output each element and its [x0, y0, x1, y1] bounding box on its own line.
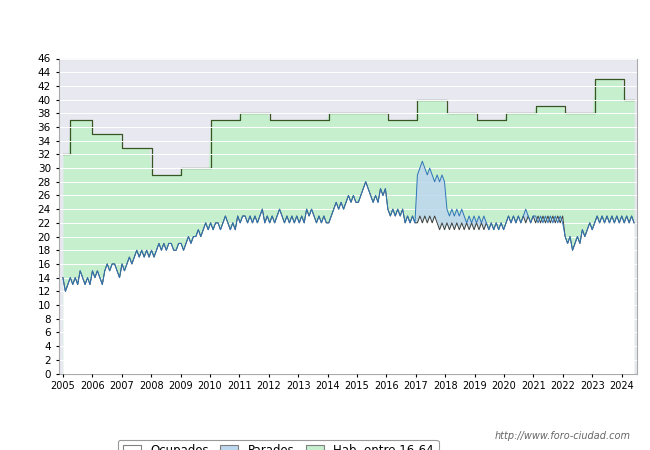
Text: http://www.foro-ciudad.com: http://www.foro-ciudad.com [495, 431, 630, 441]
Text: Muro de Aguas - Evolucion de la poblacion en edad de Trabajar Mayo de 2024: Muro de Aguas - Evolucion de la poblacio… [29, 18, 621, 31]
Legend: Ocupados, Parados, Hab. entre 16-64: Ocupados, Parados, Hab. entre 16-64 [118, 440, 439, 450]
